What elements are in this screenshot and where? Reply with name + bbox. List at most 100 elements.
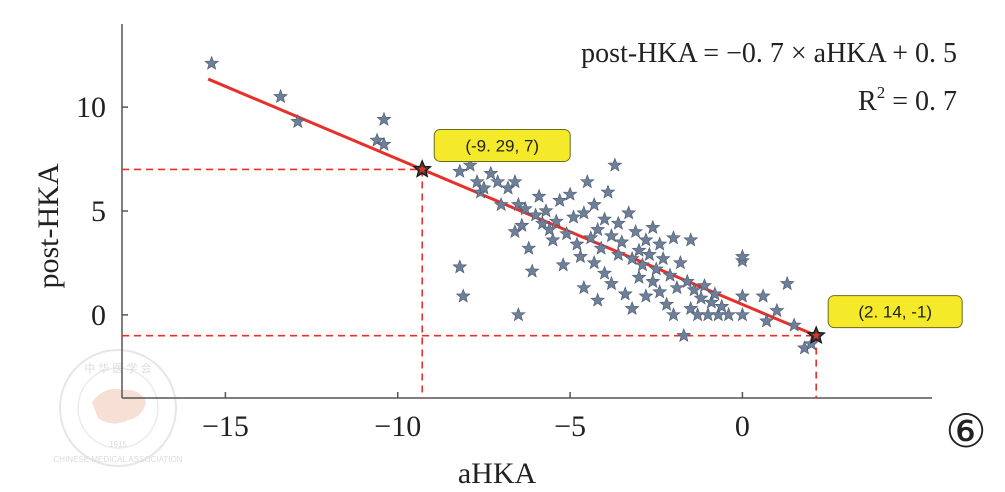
data-point — [803, 336, 819, 351]
fit-line-group — [207, 77, 817, 338]
data-point — [576, 205, 592, 220]
x-axis-label: aHKA — [458, 457, 537, 490]
data-point — [683, 232, 699, 247]
data-point — [683, 300, 699, 315]
data-point — [555, 257, 571, 272]
data-point — [638, 232, 654, 247]
data-point — [645, 273, 661, 288]
data-point — [579, 174, 595, 189]
data-point — [786, 317, 802, 332]
data-point — [672, 255, 688, 270]
data-point — [493, 196, 509, 212]
y-tick-label: 5 — [91, 195, 106, 228]
data-point — [655, 250, 671, 266]
data-point — [610, 246, 626, 261]
data-point — [590, 221, 606, 237]
data-point — [290, 113, 306, 128]
data-point — [273, 88, 289, 104]
watermark-seal: 中 华 医 学 会 CHINESE MEDICAL ASSOCIATION 19… — [54, 349, 183, 467]
data-point — [735, 253, 750, 268]
x-tick-label: −5 — [554, 410, 586, 443]
data-point — [755, 288, 771, 303]
data-point — [714, 298, 730, 313]
data-point — [528, 207, 544, 222]
data-point — [665, 307, 681, 322]
watermark-year: 1915 — [109, 440, 127, 449]
data-point — [538, 203, 554, 218]
data-point — [548, 213, 564, 228]
data-point — [514, 217, 530, 232]
panel-label: ⑥ — [945, 405, 986, 457]
data-point — [586, 196, 602, 212]
data-point — [535, 215, 550, 230]
data-point — [769, 302, 785, 318]
data-point — [517, 201, 533, 216]
data-point — [621, 205, 637, 220]
data-point — [569, 236, 585, 251]
data-point — [490, 174, 506, 189]
data-point — [614, 234, 630, 249]
data-point — [700, 307, 716, 322]
x-tick-label: 0 — [735, 410, 750, 443]
data-point — [734, 307, 750, 322]
data-point — [204, 55, 220, 70]
data-point — [679, 273, 695, 288]
data-point — [545, 232, 561, 247]
highlight-point-center — [418, 165, 426, 173]
data-point — [590, 292, 606, 307]
data-point — [707, 286, 723, 301]
r-squared-text: R2 = 0. 7 — [858, 83, 957, 117]
data-point — [476, 180, 492, 195]
data-point — [604, 228, 619, 243]
data-point — [617, 286, 633, 301]
highlight-point-center — [812, 331, 820, 339]
data-point — [531, 188, 547, 203]
watermark-top-text: 中 华 医 学 会 — [84, 361, 151, 375]
data-point — [524, 263, 540, 278]
data-point — [721, 307, 737, 322]
data-point — [452, 259, 468, 274]
data-point — [686, 282, 702, 297]
data-point — [541, 221, 557, 237]
data-point — [697, 277, 713, 293]
y-axis-label: post-HKA — [32, 163, 65, 288]
data-point — [583, 230, 599, 245]
data-point — [603, 275, 619, 291]
data-point — [662, 267, 678, 282]
point-callout-box — [827, 295, 963, 329]
points-group — [204, 55, 819, 355]
data-point — [462, 157, 478, 172]
data-point — [607, 157, 623, 172]
data-point — [659, 296, 675, 311]
data-point — [597, 265, 612, 280]
data-point — [369, 132, 385, 147]
data-point — [600, 184, 616, 199]
data-point — [734, 248, 750, 264]
data-point — [624, 250, 640, 266]
data-point — [628, 223, 644, 239]
data-point — [665, 230, 681, 245]
data-point — [624, 300, 640, 315]
data-point — [597, 211, 613, 226]
data-point — [510, 196, 526, 212]
data-point — [652, 236, 668, 251]
data-point — [759, 313, 775, 328]
data-point — [648, 261, 664, 276]
ticks-group: −15 −10 −5 0 0 5 10 — [76, 91, 750, 443]
data-point — [676, 327, 692, 342]
data-point — [562, 186, 578, 201]
data-point — [521, 240, 537, 255]
data-point — [779, 275, 795, 291]
data-point — [610, 215, 626, 230]
x-tick-label: −15 — [202, 410, 249, 443]
data-point — [645, 219, 661, 234]
point-callout-label: (-9. 29, 7) — [465, 136, 539, 155]
data-point — [469, 174, 485, 189]
watermark-bottom-text: CHINESE MEDICAL ASSOCIATION — [54, 455, 183, 464]
data-point — [631, 269, 647, 284]
data-point — [455, 288, 471, 303]
data-point — [586, 255, 602, 270]
data-point — [734, 288, 750, 303]
data-point — [376, 136, 392, 151]
